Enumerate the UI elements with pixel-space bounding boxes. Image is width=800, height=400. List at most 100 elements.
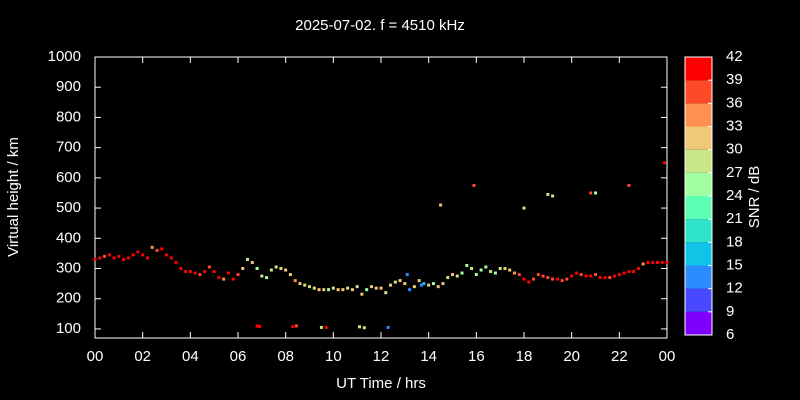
data-point (498, 267, 502, 271)
colorbar-tick-label: 12 (726, 280, 743, 297)
colorbar-tick-label: 36 (726, 94, 743, 111)
data-point (188, 270, 192, 274)
colorbar-tick-label: 21 (726, 210, 743, 227)
colorbar-band (685, 80, 712, 104)
data-point (103, 254, 107, 258)
colorbar-tick-label: 33 (726, 117, 743, 134)
colorbar-tick-label: 39 (726, 71, 743, 88)
data-point (231, 277, 235, 281)
data-point (439, 203, 443, 207)
data-point (560, 279, 564, 283)
data-point (665, 260, 669, 264)
data-point (608, 276, 612, 280)
data-point (360, 292, 364, 296)
data-point (222, 277, 226, 281)
data-point (565, 277, 569, 281)
data-point (398, 279, 402, 283)
data-point (303, 283, 307, 287)
data-point (465, 263, 469, 267)
data-point (405, 273, 409, 277)
data-point (257, 325, 261, 329)
data-point (479, 268, 483, 272)
data-point (358, 325, 362, 329)
x-tick-label: 14 (420, 348, 437, 365)
data-point (298, 282, 302, 286)
data-point (622, 271, 626, 275)
y-tick-label: 600 (56, 169, 81, 186)
data-point (603, 276, 607, 280)
data-point (255, 267, 259, 271)
data-point (246, 257, 250, 261)
colorbar-tick-label: 15 (726, 256, 743, 273)
chart-title: 2025-07-02. f = 4510 kHz (295, 17, 465, 34)
data-point (362, 326, 366, 330)
data-point (174, 260, 178, 264)
y-tick-label: 200 (56, 290, 81, 307)
colorbar-band (685, 219, 712, 243)
colorbar-band (685, 242, 712, 266)
y-tick-label: 800 (56, 108, 81, 125)
data-point (451, 273, 454, 277)
data-point (512, 271, 516, 275)
data-point (417, 279, 421, 283)
data-point (324, 325, 328, 329)
data-point (455, 274, 459, 278)
x-axis-label: UT Time / hrs (336, 375, 426, 392)
colorbar-tick-label: 6 (726, 326, 734, 343)
data-point (269, 268, 273, 272)
data-point (308, 285, 311, 289)
colorbar-band (685, 103, 712, 127)
x-tick-label: 22 (611, 348, 628, 365)
colorbar-band (685, 149, 712, 173)
data-point (663, 161, 667, 165)
data-point (294, 324, 298, 328)
data-point (584, 274, 588, 278)
data-point (551, 277, 555, 281)
colorbar-label: SNR / dB (746, 166, 763, 229)
x-tick-label: 00 (659, 348, 676, 365)
x-tick-label: 04 (182, 348, 199, 365)
data-point (431, 282, 435, 286)
x-tick-label: 00 (87, 348, 104, 365)
data-point (274, 265, 278, 269)
data-point (145, 256, 149, 260)
data-point (489, 270, 493, 274)
data-point (150, 245, 154, 249)
data-point (226, 271, 230, 275)
data-point (207, 265, 211, 269)
data-point (379, 286, 383, 290)
data-point (393, 280, 397, 284)
data-point (555, 277, 559, 281)
data-point (493, 271, 497, 275)
data-point (322, 288, 326, 292)
data-point (288, 273, 292, 277)
x-tick-label: 20 (563, 348, 580, 365)
y-tick-label: 900 (56, 78, 81, 95)
data-point (365, 288, 369, 292)
data-point (319, 325, 323, 329)
y-axis-label: Virtual height / km (5, 137, 22, 257)
data-point (193, 271, 197, 275)
data-point (546, 192, 550, 196)
y-tick-label: 500 (56, 199, 81, 216)
data-point (522, 206, 526, 210)
y-tick-label: 400 (56, 229, 81, 246)
data-point (422, 282, 426, 286)
data-point (484, 265, 488, 269)
data-point (369, 285, 373, 289)
colorbar-band (685, 172, 712, 196)
data-point (331, 286, 335, 290)
data-point (155, 248, 159, 252)
data-point (536, 273, 540, 277)
data-point (660, 260, 664, 264)
data-point (203, 270, 207, 274)
data-point (427, 283, 431, 287)
colorbar-band (685, 288, 712, 312)
colorbar-tick-label: 42 (726, 48, 743, 65)
data-point (627, 183, 631, 187)
data-point (651, 260, 655, 264)
data-point (412, 285, 416, 289)
colorbar-tick-label: 30 (726, 141, 743, 158)
